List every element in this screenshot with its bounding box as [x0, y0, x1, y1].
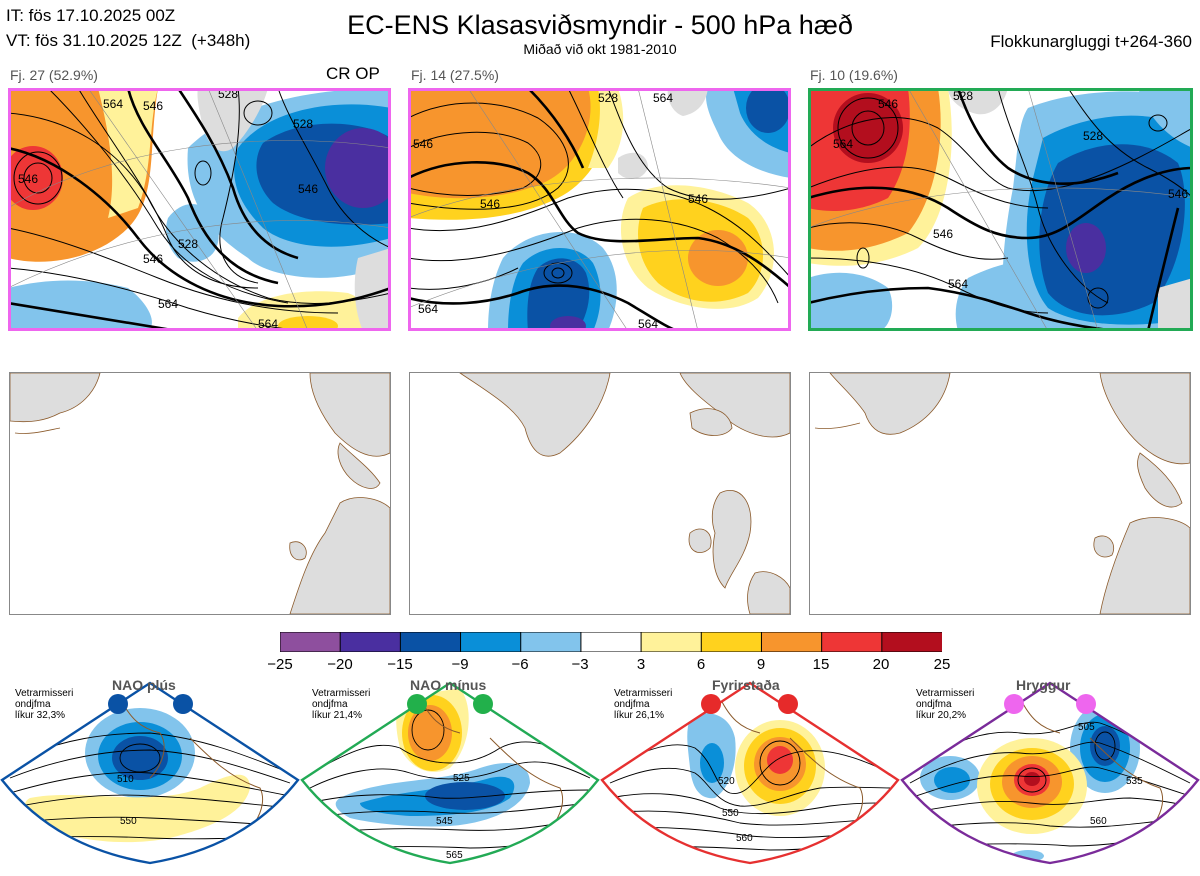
colorbar-segment [700, 631, 763, 653]
init-time: IT: fös 17.10.2025 00Z [6, 6, 176, 25]
colorbar-segment [520, 631, 582, 653]
colorbar-tick: 25 [933, 656, 951, 673]
colorbar-tick: −9 [451, 656, 469, 673]
regime-name: Fyrirstaða [712, 677, 780, 693]
colorbar-segment [279, 631, 342, 653]
empty-map-3[interactable] [809, 372, 1191, 615]
regime-dot [473, 694, 493, 714]
contour-label: 564 [103, 97, 123, 111]
regime-blocking[interactable]: 520 550 560 [600, 678, 900, 871]
contour-label: 546 [298, 182, 318, 196]
contour-label: 546 [1168, 187, 1188, 201]
colorbar-segment [881, 631, 944, 653]
contour-label: 564 [158, 297, 178, 311]
colorbar-segment [399, 631, 462, 653]
regime-description: Vetrarmisseri ondjfma líkur 26,1% [614, 688, 673, 721]
regime-name: Hryggur [1016, 677, 1071, 693]
page-subtitle: Miðað við okt 1981-2010 [523, 41, 677, 57]
cluster-map-3[interactable]: 528 546 564 528 564 546 546 [808, 88, 1193, 331]
colorbar-tick: −6 [511, 656, 529, 673]
colorbar-tick: 20 [872, 656, 890, 673]
cluster-map-2[interactable]: 546 528 546 564 564 546 564 [408, 88, 791, 331]
page-title: EC-ENS Klasasviðsmyndir - 500 hPa hæð [347, 10, 853, 40]
contour-label: 546 [18, 172, 38, 186]
contour-label: 546 [143, 99, 163, 113]
contour-label: 546 [480, 197, 500, 211]
regime-dot [778, 694, 798, 714]
contour-label: 545 [436, 816, 453, 827]
contour-label: 550 [722, 808, 739, 819]
colorbar-segment [760, 631, 823, 653]
contour-label: 528 [598, 91, 618, 105]
contour-label: 528 [293, 117, 313, 131]
empty-map-2[interactable] [409, 372, 791, 615]
contour-label: 525 [453, 773, 470, 784]
panel-2-label: Fj. 14 (27.5%) [411, 67, 499, 83]
contour-label: 564 [638, 317, 658, 331]
colorbar-tick: −20 [327, 656, 353, 673]
contour-label: 520 [718, 776, 735, 787]
panel-1-label: Fj. 27 (52.9%) [10, 67, 98, 83]
regime-name: NAO plús [112, 677, 176, 693]
colorbar-tick: −3 [571, 656, 589, 673]
control-run-tag: CR OP [326, 64, 380, 83]
colorbar-segment [821, 631, 883, 653]
contour-label: 546 [413, 137, 433, 151]
contour-label: 546 [933, 227, 953, 241]
contour-label: 565 [446, 850, 463, 861]
contour-label: 564 [948, 277, 968, 291]
regime-description: Vetrarmisseri ondjfma líkur 21,4% [312, 688, 371, 721]
contour-label: 528 [1083, 129, 1103, 143]
colorbar-tick: 15 [812, 656, 830, 673]
contour-label: 564 [833, 137, 853, 151]
regime-nao-plus[interactable]: 510 550 [0, 678, 300, 871]
cluster-map-3-frame [808, 88, 1193, 331]
contour-label: 550 [120, 816, 137, 827]
classification-window: Flokkunargluggi t+264-360 [990, 32, 1192, 51]
contour-label: 564 [258, 317, 278, 331]
regime-description: Vetrarmisseri ondjfma líkur 20,2% [916, 688, 975, 721]
contour-label: 560 [1090, 816, 1107, 827]
colorbar-tick: −25 [267, 656, 293, 673]
regime-dot [1004, 694, 1024, 714]
colorbar-tick: 3 [636, 656, 646, 673]
colorbar-segment [339, 631, 402, 653]
colorbar-tick: 9 [756, 656, 766, 673]
contour-label: 510 [117, 774, 134, 785]
regime-description: Vetrarmisseri ondjfma líkur 32,3% [15, 688, 74, 721]
contour-label: 546 [878, 97, 898, 111]
regime-dot [108, 694, 128, 714]
contour-label: 528 [953, 89, 973, 103]
cluster-map-1-frame [8, 88, 391, 331]
empty-map-1[interactable] [9, 372, 391, 615]
valid-time: VT: fös 31.10.2025 12Z (+348h) [6, 31, 251, 50]
contour-label: 564 [653, 91, 673, 105]
colorbar-ticks: −25 −20 −15 −9 −6 −3 3 6 9 15 20 25 [267, 656, 950, 676]
colorbar [279, 631, 944, 653]
colorbar-tick: 6 [696, 656, 706, 673]
regime-ridge[interactable]: 505 535 560 [900, 678, 1200, 871]
panel-3-label: Fj. 10 (19.6%) [810, 67, 898, 83]
colorbar-tick: −15 [387, 656, 413, 673]
regime-dot [701, 694, 721, 714]
colorbar-segment [460, 631, 522, 653]
contour-label: 546 [143, 252, 163, 266]
cluster-map-2-frame [408, 88, 791, 331]
regime-dot [173, 694, 193, 714]
regime-dot [1076, 694, 1096, 714]
colorbar-segment [580, 631, 643, 653]
contour-label: 528 [218, 88, 238, 101]
contour-label: 560 [736, 833, 753, 844]
contour-label: 505 [1078, 722, 1095, 733]
regime-dot [407, 694, 427, 714]
contour-label: 564 [418, 302, 438, 316]
colorbar-segment [640, 631, 703, 653]
regime-name: NAO mínus [410, 677, 487, 693]
cluster-map-1[interactable]: 546 564 546 528 546 564 528 564 528 546 [8, 88, 391, 331]
contour-label: 535 [1126, 776, 1143, 787]
contour-label: 528 [178, 237, 198, 251]
contour-label: 546 [688, 192, 708, 206]
regime-nao-minus[interactable]: 525 545 565 [300, 678, 600, 871]
